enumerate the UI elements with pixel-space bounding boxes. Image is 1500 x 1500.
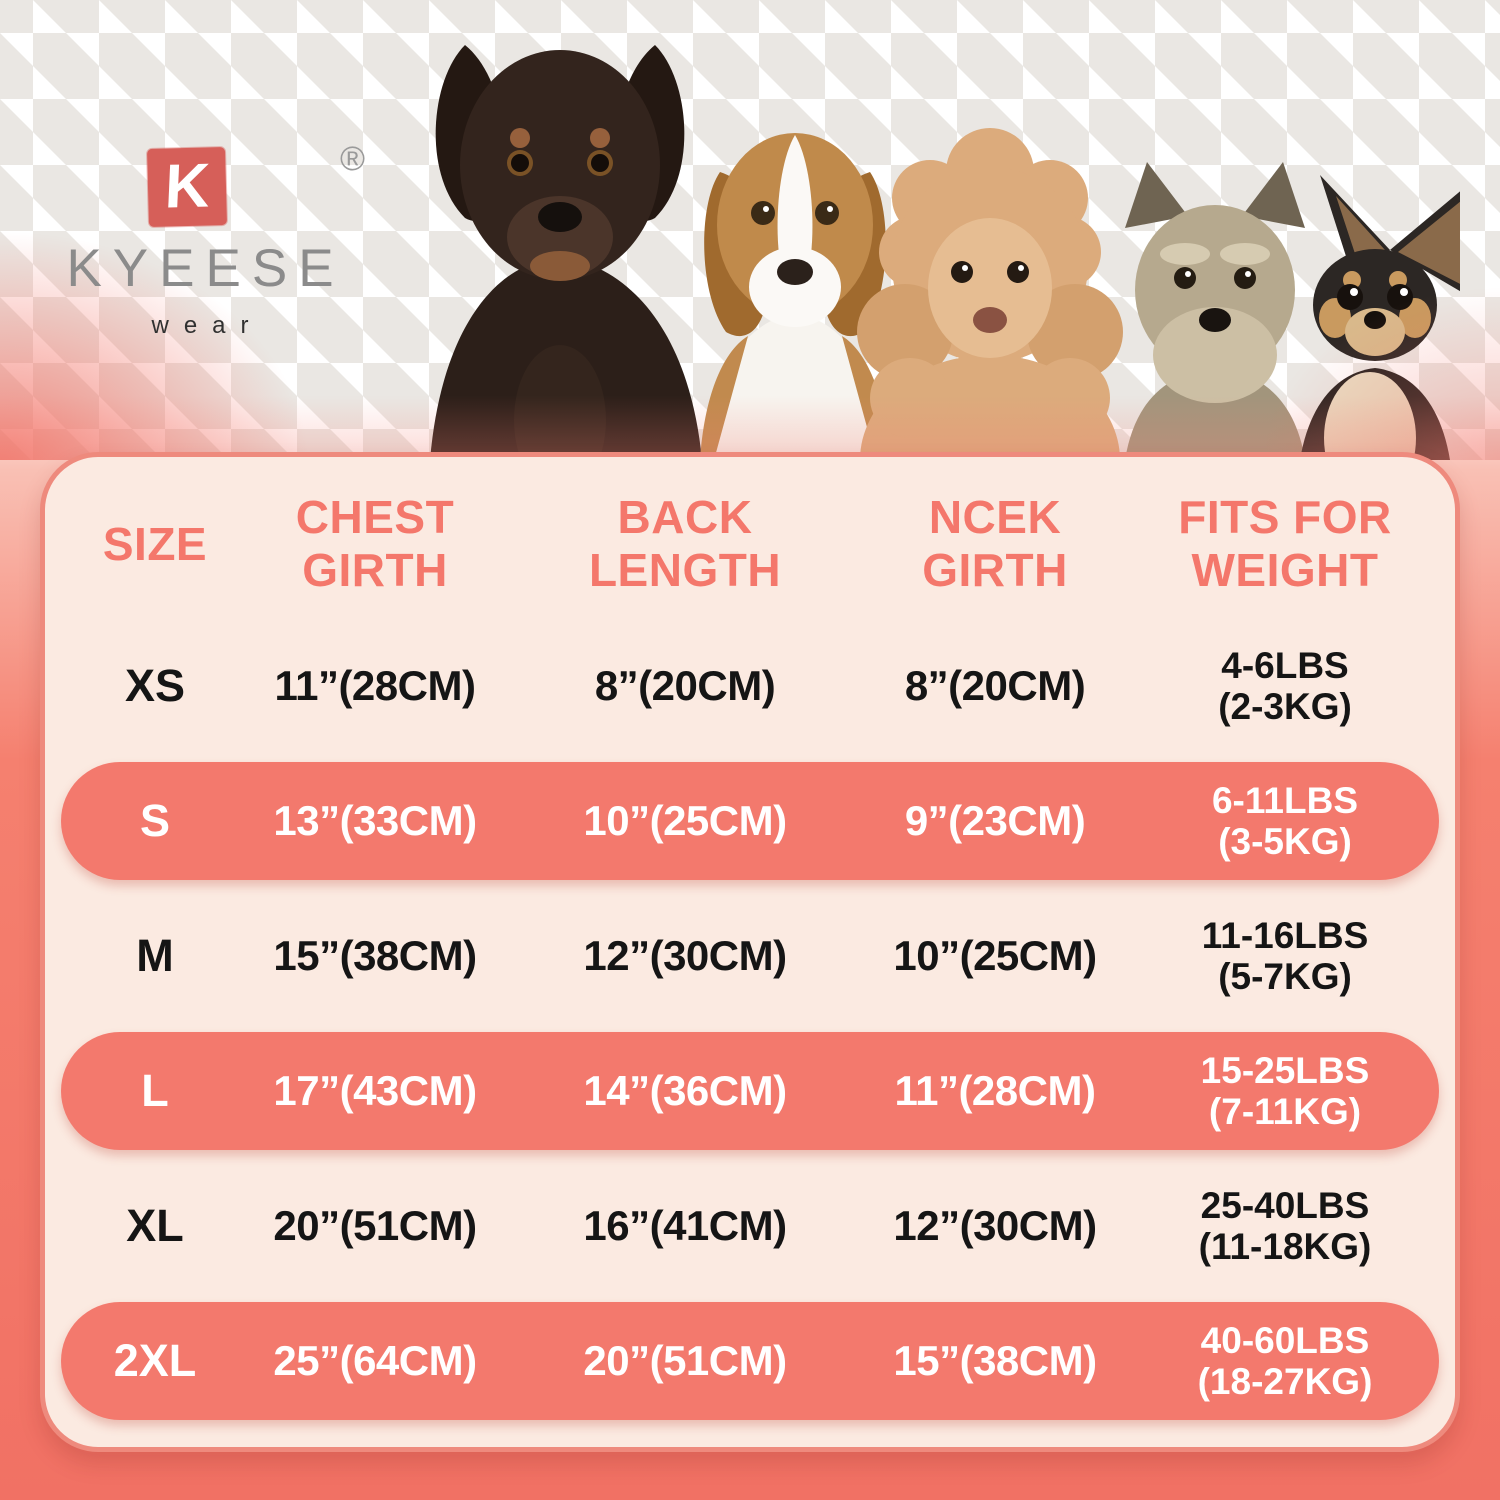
back-length-cell: 16”(41CM) [583,1202,787,1249]
logo-k-letter: K [163,151,211,222]
weight-lbs: 4-6LBS [1221,644,1349,686]
table-row-xs: XS 11”(28CM) 8”(20CM) 8”(20CM) 4-6LBS (2… [75,627,1425,745]
size-cell: L [141,1065,169,1116]
weight-kg: (2-3KG) [1218,686,1352,727]
weight-kg: (11-18KG) [1198,1226,1372,1267]
weight-lbs: 6-11LBS [1211,779,1358,821]
size-cell: M [136,930,174,981]
dog-illustration-doberman [430,45,702,460]
weight-lbs: 40-60LBS [1200,1319,1370,1361]
neck-girth-cell: 15”(38CM) [893,1337,1097,1384]
neck-girth-cell: 9”(23CM) [904,797,1086,844]
brand-name: KYEESE [66,239,345,298]
weight-lbs: 11-16LBS [1201,914,1369,956]
table-row-m: M 15”(38CM) 12”(30CM) 10”(25CM) 11-16LBS… [75,897,1425,1015]
header-cell-size: SIZE [102,517,208,570]
weight-kg: (5-7KG) [1218,956,1352,997]
chest-girth-cell: 25”(64CM) [273,1337,477,1384]
header-cell-neck-girth: NCEK GIRTH [922,491,1068,596]
chest-girth-cell: 13”(33CM) [273,797,477,844]
weight-cell: 11-16LBS (5-7KG) [1135,915,1435,998]
table-header-row: SIZE CHEST GIRTH BACK LENGTH NCEK GIRTH FIT… [75,491,1425,597]
weight-cell: 4-6LBS (2-3KG) [1135,645,1435,728]
brand-subtitle: wear [151,312,264,339]
weight-kg: (3-5KG) [1218,821,1352,862]
chest-girth-cell: 17”(43CM) [273,1067,477,1114]
back-length-cell: 14”(36CM) [583,1067,787,1114]
dog-illustration-schnauzer [1125,162,1305,460]
neck-girth-cell: 10”(25CM) [893,932,1097,979]
chest-girth-cell: 15”(38CM) [273,932,477,979]
table-row-xl: XL 20”(51CM) 16”(41CM) 12”(30CM) 25-40LB… [75,1167,1425,1285]
weight-cell: 6-11LBS (3-5KG) [1135,780,1435,863]
back-length-cell: 20”(51CM) [583,1337,787,1384]
weight-cell: 25-40LBS (11-18KG) [1135,1185,1435,1268]
weight-lbs: 25-40LBS [1200,1184,1370,1226]
header-cell-back-length: BACK LENGTH [588,491,782,596]
dog-illustration-beagle [700,133,890,460]
table-row-l: L 17”(43CM) 14”(36CM) 11”(28CM) 15-25LBS… [61,1032,1439,1150]
hero-section: K ® KYEESE wear [0,0,1500,460]
header-cell-fits-for-weight: FITS FOR WEIGHT [1178,491,1392,596]
weight-cell: 40-60LBS (18-27KG) [1135,1320,1435,1403]
dog-illustration-chihuahua [1300,175,1460,460]
size-chart-panel: SIZE CHEST GIRTH BACK LENGTH NCEK GIRTH FIT… [40,452,1460,1452]
back-length-cell: 12”(30CM) [583,932,787,979]
table-row-2xl: 2XL 25”(64CM) 20”(51CM) 15”(38CM) 40-60L… [61,1302,1439,1420]
chest-girth-cell: 11”(28CM) [274,662,476,709]
registered-trademark-icon: ® [340,140,366,178]
logo-k-badge: K [146,146,228,228]
dogs-photo [430,45,1460,460]
weight-lbs: 15-25LBS [1200,1049,1370,1091]
back-length-cell: 10”(25CM) [583,797,787,844]
back-length-cell: 8”(20CM) [594,662,776,709]
dog-illustration-poodle [857,128,1123,460]
size-cell: XL [126,1200,184,1251]
size-cell: XS [124,660,186,711]
neck-girth-cell: 11”(28CM) [894,1067,1096,1114]
weight-cell: 15-25LBS (7-11KG) [1135,1050,1435,1133]
size-cell: 2XL [113,1335,197,1386]
table-body: XS 11”(28CM) 8”(20CM) 8”(20CM) 4-6LBS (2… [61,627,1439,1420]
header-cell-chest-girth: CHEST GIRTH [295,491,455,596]
chest-girth-cell: 20”(51CM) [273,1202,477,1249]
neck-girth-cell: 8”(20CM) [904,662,1086,709]
weight-kg: (7-11KG) [1208,1091,1362,1132]
table-row-s: S 13”(33CM) 10”(25CM) 9”(23CM) 6-11LBS (… [61,762,1439,880]
size-cell: S [139,795,170,846]
neck-girth-cell: 12”(30CM) [893,1202,1097,1249]
weight-kg: (18-27KG) [1197,1361,1373,1402]
